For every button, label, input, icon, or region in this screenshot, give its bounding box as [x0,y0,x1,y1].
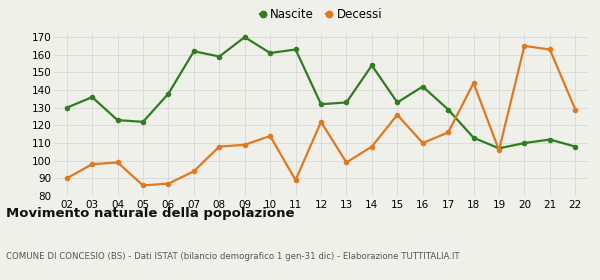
Decessi [394,113,401,116]
Decessi [139,184,146,187]
Decessi [114,161,121,164]
Nascite [114,118,121,122]
Decessi [89,163,96,166]
Nascite [394,101,401,104]
Decessi [190,170,197,173]
Decessi [343,161,350,164]
Nascite [89,95,96,99]
Nascite [266,51,274,55]
Nascite [419,85,427,88]
Decessi [470,81,477,85]
Legend: Nascite, Decessi: Nascite, Decessi [255,4,387,26]
Nascite [190,50,197,53]
Nascite [572,145,579,148]
Nascite [292,48,299,51]
Nascite [139,120,146,123]
Nascite [521,141,528,145]
Decessi [445,131,452,134]
Nascite [165,92,172,95]
Nascite [215,55,223,58]
Nascite [470,136,477,139]
Text: COMUNE DI CONCESIO (BS) - Dati ISTAT (bilancio demografico 1 gen-31 dic) - Elabo: COMUNE DI CONCESIO (BS) - Dati ISTAT (bi… [6,252,460,261]
Decessi [292,178,299,182]
Decessi [266,134,274,138]
Decessi [317,120,325,123]
Decessi [165,182,172,185]
Line: Nascite: Nascite [64,34,578,151]
Decessi [496,148,503,152]
Nascite [241,36,248,39]
Decessi [572,108,579,111]
Decessi [63,177,70,180]
Decessi [368,145,376,148]
Decessi [521,44,528,48]
Decessi [215,145,223,148]
Text: Movimento naturale della popolazione: Movimento naturale della popolazione [6,207,295,220]
Nascite [546,138,553,141]
Nascite [496,147,503,150]
Nascite [63,106,70,109]
Decessi [419,141,427,145]
Line: Decessi: Decessi [64,43,578,188]
Decessi [546,48,553,51]
Nascite [368,64,376,67]
Nascite [317,102,325,106]
Nascite [445,108,452,111]
Nascite [343,101,350,104]
Decessi [241,143,248,146]
